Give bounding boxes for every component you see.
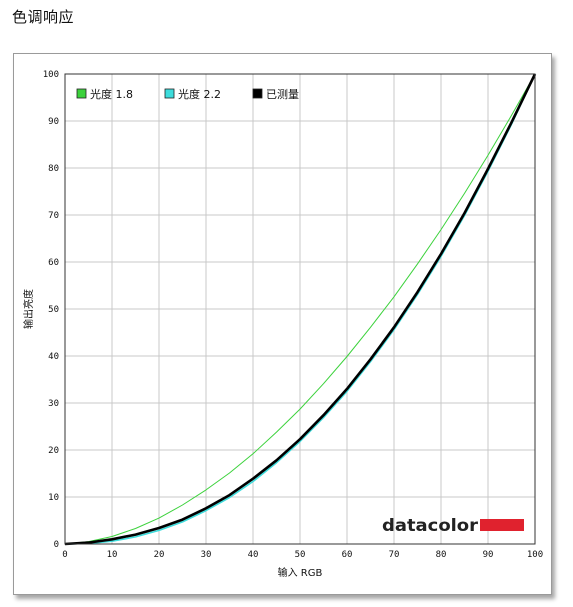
x-tick-label: 50 <box>295 550 306 560</box>
legend-label: 已测量 <box>266 88 299 101</box>
y-tick-label: 80 <box>48 164 59 174</box>
y-tick-label: 60 <box>48 258 59 268</box>
y-tick-labels: 0 10 20 30 40 50 60 70 80 90 100 <box>43 70 59 550</box>
y-tick-label: 100 <box>43 70 59 80</box>
x-tick-label: 10 <box>107 550 118 560</box>
datacolor-logo-bar <box>480 519 524 531</box>
x-tick-label: 100 <box>527 550 543 560</box>
x-tick-label: 30 <box>201 550 212 560</box>
legend-label: 光度 2.2 <box>178 87 221 101</box>
page-title: 色调响应 <box>12 8 75 26</box>
legend-swatch <box>76 88 87 99</box>
y-tick-label: 0 <box>54 540 59 550</box>
x-tick-label: 40 <box>248 550 259 560</box>
y-tick-label: 70 <box>48 211 59 221</box>
legend: 光度 1.8 光度 2.2 已测量 <box>76 87 299 101</box>
y-tick-label: 20 <box>48 446 59 456</box>
series-line-3 <box>64 73 537 546</box>
x-tick-label: 20 <box>154 550 165 560</box>
x-tick-labels: 0 10 20 30 40 50 60 70 80 90 100 <box>62 550 543 560</box>
legend-swatch <box>164 88 175 99</box>
y-tick-label: 30 <box>48 399 59 409</box>
x-tick-label: 80 <box>436 550 447 560</box>
chart-frame: 0 10 20 30 40 50 60 70 80 90 100 0 10 20 30 40 50 60 70 80… <box>13 53 552 595</box>
x-tick-label: 70 <box>389 550 400 560</box>
x-tick-label: 90 <box>483 550 494 560</box>
x-axis-title: 输入 RGB <box>278 566 323 579</box>
y-axis-title: 输出亮度 <box>22 289 35 329</box>
legend-label: 光度 1.8 <box>90 87 133 101</box>
y-tick-label: 40 <box>48 352 59 362</box>
series-group <box>64 73 537 546</box>
datacolor-logo: datacolor <box>382 516 524 536</box>
y-tick-label: 50 <box>48 305 59 315</box>
series-line-1 <box>64 73 536 545</box>
legend-swatch <box>252 88 263 99</box>
datacolor-logo-text: datacolor <box>382 516 479 536</box>
plot-border <box>64 73 536 545</box>
y-tick-label: 90 <box>48 117 59 127</box>
x-tick-label: 60 <box>342 550 353 560</box>
tone-response-chart: 0 10 20 30 40 50 60 70 80 90 100 0 10 20 30 40 50 60 70 80… <box>22 70 543 579</box>
x-tick-label: 0 <box>62 550 67 560</box>
y-tick-label: 10 <box>48 493 59 503</box>
